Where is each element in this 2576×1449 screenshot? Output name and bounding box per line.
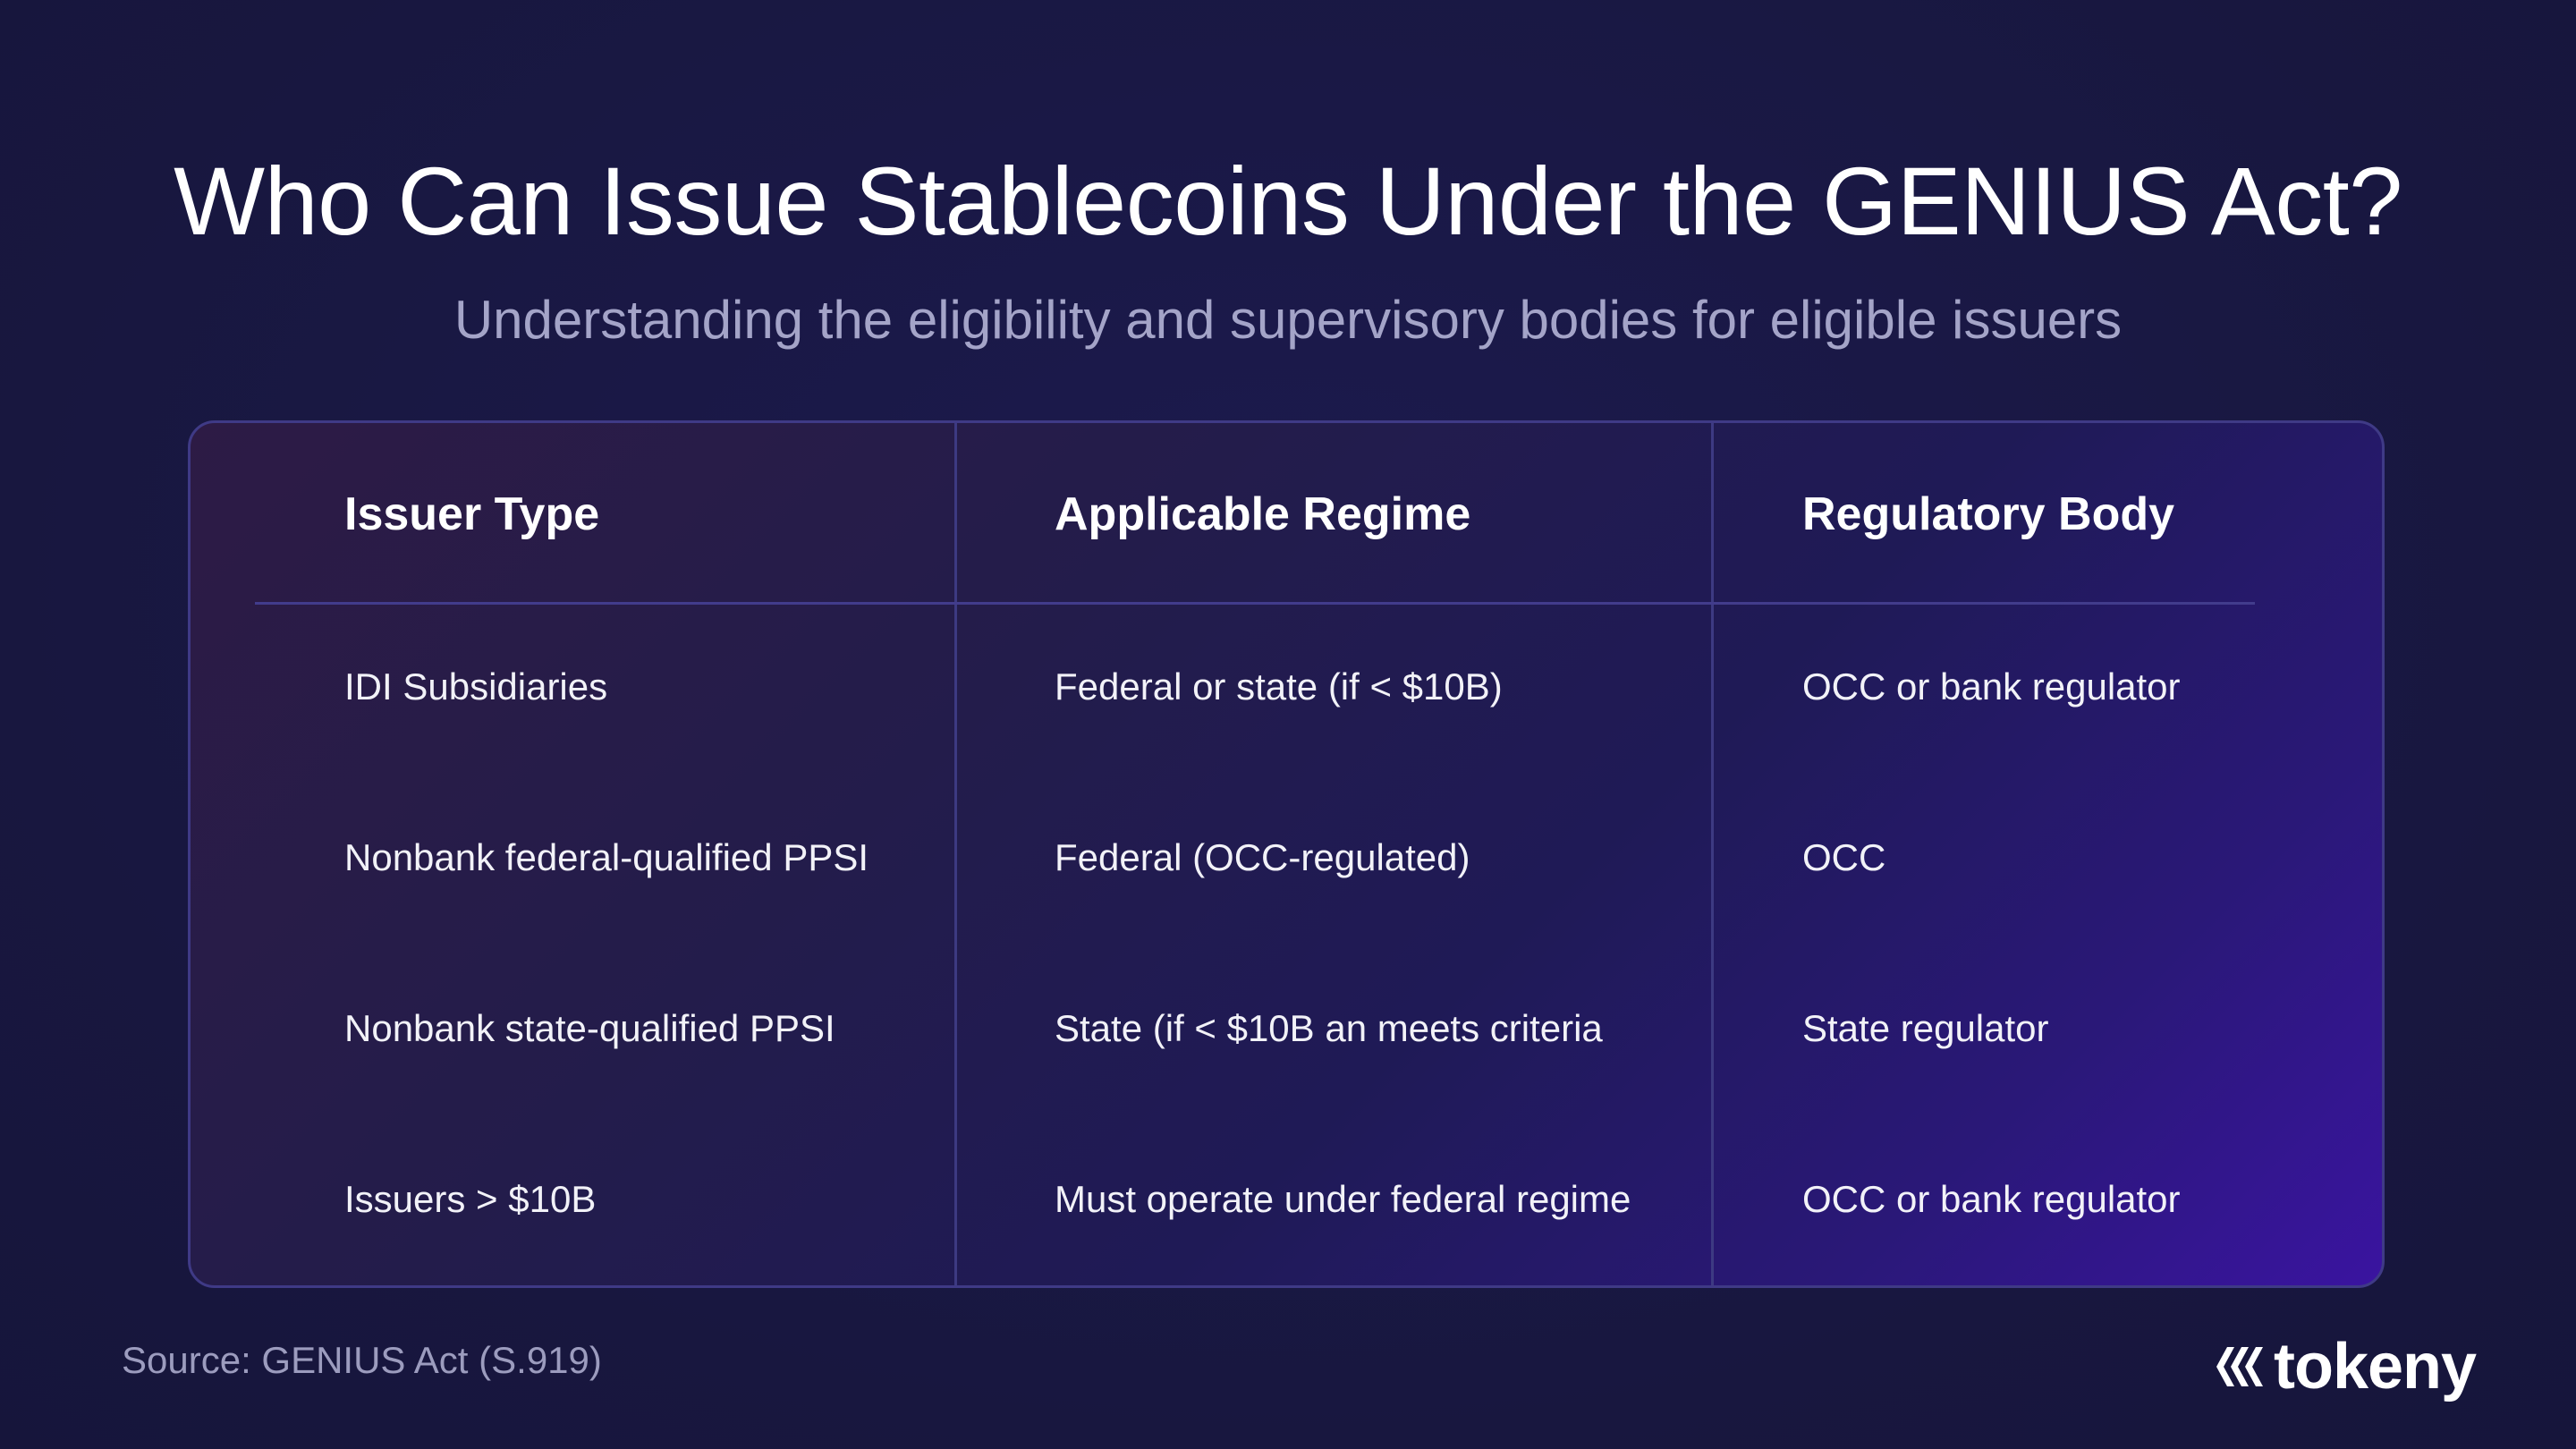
source-note: Source: GENIUS Act (S.919) — [122, 1339, 602, 1381]
issuer-table: Issuer Type Applicable Regime Regulatory… — [188, 420, 2385, 1288]
column-divider — [1711, 423, 1714, 1285]
table-cell: OCC or bank regulator — [1802, 665, 2181, 708]
table-cell: Nonbank federal-qualified PPSI — [344, 836, 869, 878]
column-divider — [954, 423, 957, 1285]
table-cell: OCC — [1802, 836, 1886, 878]
table-cell: State regulator — [1802, 1007, 2049, 1049]
brand-logo: tokeny — [2215, 1331, 2506, 1402]
column-header-issuer-type: Issuer Type — [344, 488, 600, 540]
page-subtitle: Understanding the eligibility and superv… — [453, 290, 2123, 350]
header-divider — [255, 602, 2255, 605]
tokeny-logo-icon — [2216, 1347, 2263, 1386]
column-header-applicable-regime: Applicable Regime — [1055, 488, 1471, 540]
table-cell: Federal or state (if < $10B) — [1055, 665, 1503, 708]
table-cell: Issuers > $10B — [344, 1178, 597, 1220]
page-title: Who Can Issue Stablecoins Under the GENI… — [174, 147, 2402, 255]
column-header-regulatory-body: Regulatory Body — [1802, 488, 2175, 540]
table-cell: Must operate under federal regime — [1055, 1178, 1631, 1220]
table-cell: Nonbank state-qualified PPSI — [344, 1007, 835, 1049]
table-cell: Federal (OCC-regulated) — [1055, 836, 1470, 878]
table-cell: OCC or bank regulator — [1802, 1178, 2181, 1220]
brand-name: tokeny — [2274, 1331, 2477, 1402]
table-cell: IDI Subsidiaries — [344, 665, 608, 708]
table-cell: State (if < $10B an meets criteria — [1055, 1007, 1603, 1049]
